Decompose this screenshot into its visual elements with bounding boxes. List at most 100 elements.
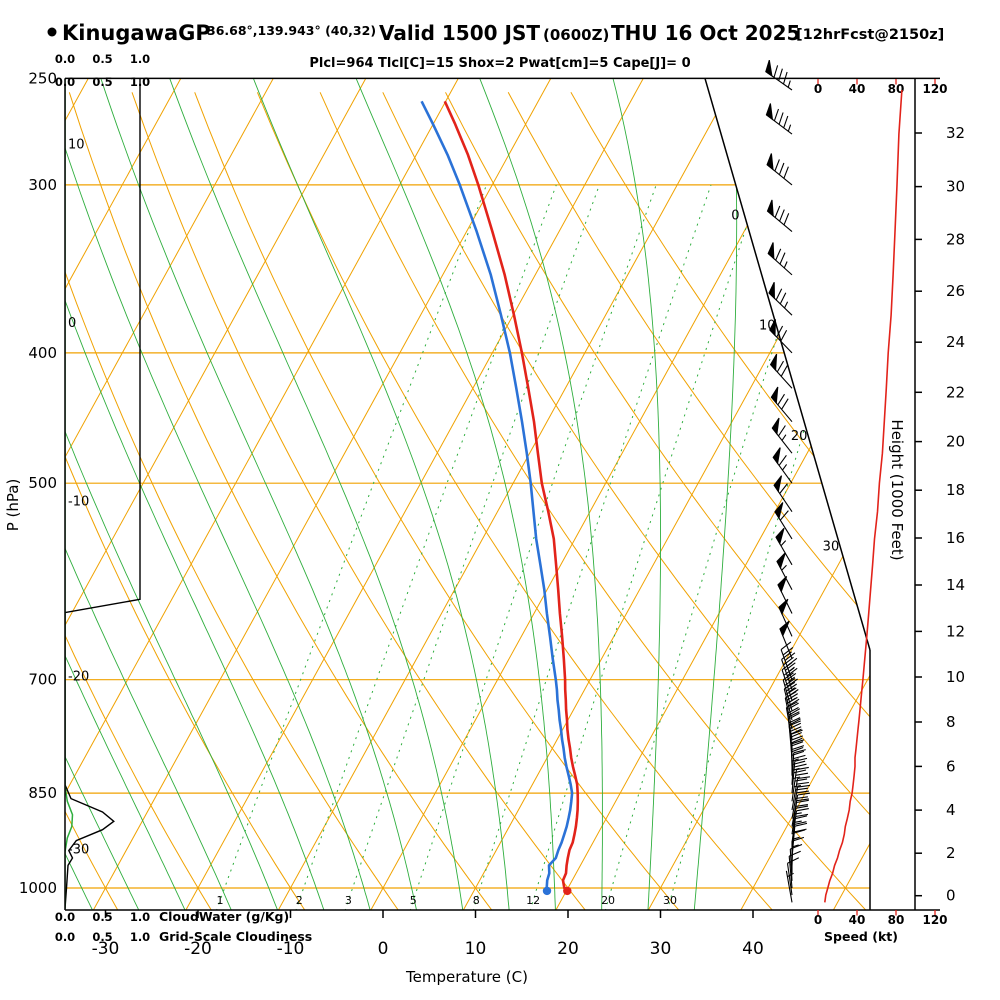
svg-text:8: 8 [946,713,956,731]
wind-barb [791,776,810,811]
sounding-traces [420,100,580,892]
wind-barb [780,641,798,680]
svg-text:80: 80 [888,82,905,96]
wind-barb-column [765,59,810,903]
svg-text:-20: -20 [184,939,212,959]
svg-text:30: 30 [946,178,965,196]
pressure-axis-label: P (hPa) [4,479,22,532]
wind-barb [769,319,793,354]
svg-text:1.0: 1.0 [130,930,150,944]
background-grid [65,78,870,910]
temperature-trace [443,100,580,892]
svg-text:0.0: 0.0 [55,52,75,66]
svg-text:0.0: 0.0 [55,910,75,924]
svg-text:30: 30 [650,939,672,959]
svg-text:10: 10 [68,138,85,153]
svg-text:-20: -20 [68,669,89,684]
wind-barb [767,242,793,276]
svg-text:8: 8 [473,894,480,907]
svg-text:0.5: 0.5 [92,52,112,66]
wind-barb [776,552,793,590]
svg-text:4: 4 [946,801,956,819]
svg-text:20: 20 [791,429,808,444]
surface-dewpoint-dot [542,886,552,896]
svg-text:1: 1 [216,894,223,907]
svg-text:400: 400 [28,344,57,362]
svg-text:2: 2 [946,844,956,862]
svg-text:32: 32 [946,124,965,142]
svg-text:24: 24 [946,333,965,351]
svg-text:300: 300 [28,176,57,194]
svg-text:22: 22 [946,383,965,401]
svg-text:1.0: 1.0 [130,910,150,924]
wind-barb [773,475,793,513]
svg-text:-10: -10 [277,939,305,959]
svg-text:0: 0 [814,913,822,927]
wind-barb [791,766,809,802]
svg-text:20: 20 [946,433,965,451]
svg-text:20: 20 [601,894,615,907]
svg-text:40: 40 [742,939,764,959]
dewpoint-trace [420,100,574,892]
svg-text:80: 80 [888,913,905,927]
svg-text:850: 850 [28,784,57,802]
svg-text:0.5: 0.5 [92,910,112,924]
svg-text:6: 6 [946,757,956,775]
svg-text:10: 10 [946,668,965,686]
svg-text:-30: -30 [92,939,120,959]
forecast-tag: [12hrFcst@2150z] [796,27,944,43]
speed-profile-line [824,89,903,903]
wind-barb [769,353,793,389]
svg-text:700: 700 [28,671,57,689]
cloudiness-axis-label: Grid-Scale Cloudiness [159,929,312,944]
wind-barb [765,103,793,135]
svg-text:5: 5 [410,894,417,907]
wind-barb [771,417,793,454]
speed-axis-label: Speed (kt) [824,929,898,944]
cloudwater-axis-label: CloudWater (g/Kg) [159,909,289,924]
svg-text:0.0: 0.0 [55,75,75,89]
svg-text:1000: 1000 [19,879,57,897]
wind-barb [791,822,808,859]
temperature-axis-label: Temperature (C) [405,968,528,986]
svg-text:0: 0 [814,82,822,96]
svg-text:250: 250 [28,69,57,87]
valid-utc: (0600Z) [543,26,609,44]
wind-barb [791,757,808,794]
svg-text:0: 0 [946,887,956,905]
svg-text:0.5: 0.5 [92,930,112,944]
wind-barb [774,502,793,540]
wind-barb [778,598,793,637]
valid-date: THU 16 Oct 2025 [611,21,800,45]
station-coords: 36.68°,139.943° (40,32) [207,23,376,38]
svg-text:1.0: 1.0 [130,75,150,89]
svg-text:18: 18 [946,481,965,499]
svg-text:14: 14 [946,576,965,594]
svg-text:0.5: 0.5 [92,75,112,89]
svg-text:0: 0 [378,939,389,959]
station-name: KinugawaGP [62,21,211,45]
svg-text:12: 12 [526,894,540,907]
wind-speed-profile [824,89,903,903]
svg-text:12: 12 [946,622,965,640]
svg-text:0: 0 [731,208,739,223]
cloudiness-trace [65,78,141,909]
wind-barb [777,576,793,614]
svg-text:3: 3 [345,894,352,907]
svg-text:2: 2 [296,894,303,907]
wind-barb [772,447,793,484]
svg-text:16: 16 [946,529,965,547]
wind-barb [766,199,793,233]
surface-dots [542,886,572,896]
svg-text:120: 120 [922,913,947,927]
svg-text:-10: -10 [68,495,89,510]
svg-text:120: 120 [922,82,947,96]
height-axis-label: Height (1000 Feet) [888,419,906,560]
wind-barb [770,386,793,423]
wind-barb [791,792,810,827]
cloudwater-trace [65,78,74,909]
station-marker-icon [47,27,57,37]
svg-text:0: 0 [68,316,76,331]
